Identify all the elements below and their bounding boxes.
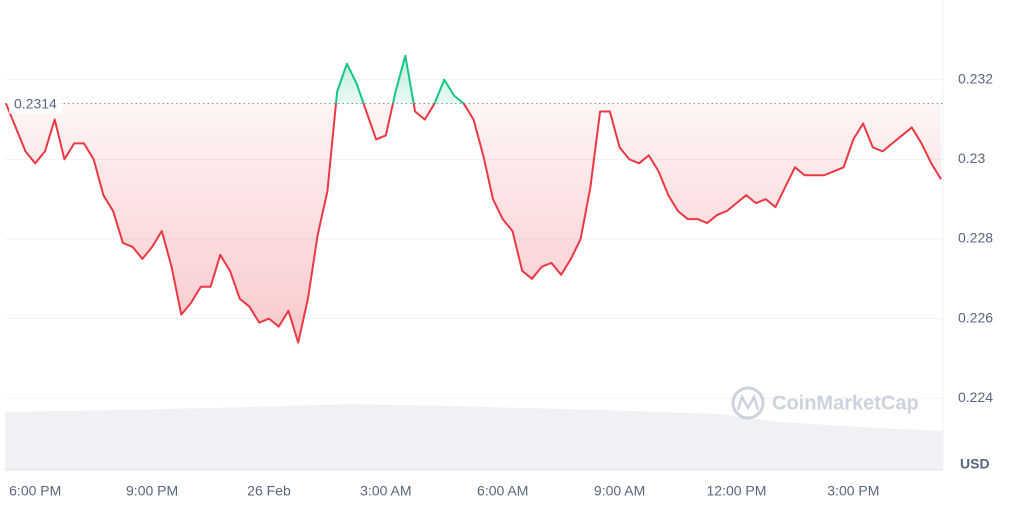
y-unit: USD [960,456,990,472]
x-tick-label: 26 Feb [247,483,291,499]
y-tick-label: 0.224 [958,389,993,405]
x-tick-label: 6:00 AM [477,483,528,499]
price-line-down [5,103,942,344]
area-down [6,103,941,343]
x-tick-label: 12:00 PM [707,483,767,499]
volume-area [5,404,943,470]
x-tick-label: 9:00 AM [594,483,645,499]
y-tick-label: 0.232 [958,70,993,86]
y-tick-label: 0.226 [958,309,993,325]
y-tick-label: 0.23 [958,150,985,166]
y-tick-label: 0.228 [958,230,993,246]
watermark: CoinMarketCap [731,386,919,420]
x-tick-label: 9:00 PM [126,483,178,499]
x-tick-label: 3:00 AM [360,483,411,499]
watermark-text: CoinMarketCap [772,392,919,414]
baseline-label: 0.2314 [14,95,57,111]
x-tick-label: 3:00 PM [827,483,879,499]
x-tick-label: 6:00 PM [9,483,61,499]
baseline-label-bg [9,93,63,114]
